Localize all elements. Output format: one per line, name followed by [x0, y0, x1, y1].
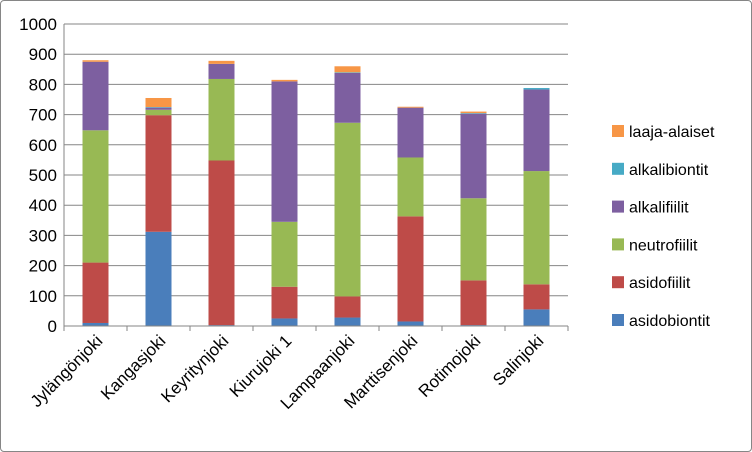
bar-segment-asidofiilit: [82, 262, 109, 323]
y-tick-label: 0: [48, 317, 57, 336]
bar-segment-alkalifiilit: [271, 81, 298, 222]
bar-segment-laaja-alaiset: [208, 60, 235, 64]
y-tick-label: 1000: [19, 15, 57, 34]
bar-segment-asidofiilit: [523, 284, 550, 310]
bar-segment-laaja-alaiset: [460, 111, 487, 114]
bar-segment-laaja-alaiset: [145, 97, 172, 108]
bar-segment-neutrofiilit: [523, 171, 550, 285]
bar-segment-asidobiontit: [271, 318, 298, 326]
bar-segment-asidobiontit: [397, 321, 424, 326]
legend-label: asidobiontit: [629, 313, 711, 330]
legend: laaja-alaiset alkalibiontit alkalifiilit ne…: [612, 124, 715, 330]
x-tick-label: Jylängönjoki: [27, 331, 107, 411]
bar-segment-asidofiilit: [208, 160, 235, 326]
bar-segment-alkalifiilit: [397, 107, 424, 158]
y-tick-label: 500: [29, 166, 57, 185]
legend-swatch: [612, 238, 624, 251]
bars: [82, 60, 550, 326]
bar-segment-alkalifiilit: [208, 63, 235, 79]
bar-segment-alkalibiontit: [334, 72, 361, 73]
bar-segment-alkalibiontit: [145, 107, 172, 108]
legend-label: alkalibiontit: [629, 162, 709, 179]
bar-segment-asidofiilit: [334, 296, 361, 318]
bar-segment-laaja-alaiset: [271, 79, 298, 82]
x-tick-label: Rotimojoki: [415, 331, 485, 401]
legend-swatch: [612, 162, 624, 175]
bar-segment-neutrofiilit: [271, 221, 298, 287]
y-tick-label: 800: [29, 75, 57, 94]
bar-segment-neutrofiilit: [208, 78, 235, 161]
legend-swatch: [612, 125, 624, 137]
bar-segment-asidobiontit: [82, 322, 109, 326]
bar-segment-alkalifiilit: [145, 107, 172, 110]
bar-segment-laaja-alaiset: [334, 66, 361, 73]
bar-segment-laaja-alaiset: [397, 106, 424, 108]
bar-segment-neutrofiilit: [82, 130, 109, 263]
y-tick-label: 300: [29, 226, 57, 245]
bar-segment-neutrofiilit: [334, 122, 361, 297]
bar-segment-asidofiilit: [145, 115, 172, 232]
y-tick-label: 900: [29, 45, 57, 64]
bar-segment-asidobiontit: [145, 231, 172, 326]
bar-segment-alkalibiontit: [523, 88, 550, 90]
bar-segment-neutrofiilit: [397, 157, 424, 217]
bar-segment-neutrofiilit: [460, 198, 487, 281]
bar-segment-asidofiilit: [271, 286, 298, 319]
y-tick-label: 100: [29, 287, 57, 306]
legend-swatch: [612, 276, 624, 289]
bar-segment-alkalifiilit: [523, 89, 550, 172]
y-tick-label: 600: [29, 136, 57, 155]
x-axis-ticks: JylängönjokiKangasjokiKeyritynjokiKiuruj…: [27, 326, 569, 413]
y-axis-ticks: 0 100 200 300 400 500 600 700 800 900 1000: [19, 15, 57, 336]
legend-swatch: [612, 314, 624, 326]
bar-segment-asidobiontit: [523, 309, 550, 326]
y-tick-label: 200: [29, 257, 57, 276]
legend-label: alkalifiilit: [629, 200, 689, 217]
y-tick-label: 400: [29, 196, 57, 215]
legend-label: neutrofiilit: [629, 237, 698, 254]
legend-swatch: [612, 200, 624, 213]
bar-segment-alkalifiilit: [82, 61, 109, 131]
gridlines: [64, 23, 568, 297]
bar-segment-laaja-alaiset: [82, 60, 109, 62]
legend-label: laaja-alaiset: [629, 124, 715, 141]
x-tick-label: Salinjoki: [489, 331, 547, 389]
bar-segment-asidofiilit: [460, 280, 487, 326]
y-tick-label: 700: [29, 106, 57, 125]
bar-segment-alkalibiontit: [460, 113, 487, 114]
bar-segment-asidofiilit: [397, 216, 424, 322]
legend-label: asidofiilit: [629, 275, 691, 292]
bar-segment-neutrofiilit: [145, 109, 172, 116]
bar-segment-alkalifiilit: [460, 113, 487, 199]
x-tick-label: Keyritynjoki: [157, 331, 232, 406]
bar-segment-alkalifiilit: [334, 72, 361, 123]
bar-segment-asidobiontit: [334, 317, 361, 326]
